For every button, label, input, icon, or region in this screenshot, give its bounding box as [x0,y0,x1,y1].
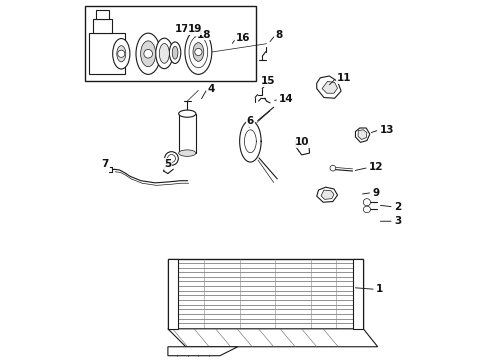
Circle shape [330,165,336,171]
Circle shape [144,49,152,58]
Text: 13: 13 [379,125,394,135]
Text: 6: 6 [247,116,254,126]
Polygon shape [322,81,338,93]
Ellipse shape [156,38,173,69]
Ellipse shape [136,33,160,75]
Text: 5: 5 [164,159,171,169]
Bar [89,33,125,74]
Bar [85,6,256,81]
Polygon shape [355,128,370,142]
Ellipse shape [141,41,156,67]
Text: 3: 3 [394,216,401,226]
Text: 10: 10 [295,138,310,147]
Polygon shape [321,190,334,199]
Text: 2: 2 [394,202,401,212]
Polygon shape [168,347,238,356]
Text: 15: 15 [261,76,276,86]
Polygon shape [317,76,341,98]
Text: 8: 8 [275,30,283,40]
Text: 11: 11 [337,73,351,83]
Text: 1: 1 [376,284,383,294]
Bar [353,259,364,329]
Bar [179,114,196,153]
Text: 9: 9 [372,188,379,198]
Polygon shape [295,138,310,155]
Ellipse shape [185,30,212,75]
Text: 16: 16 [236,33,250,43]
Text: 4: 4 [207,84,215,94]
Bar [96,10,109,19]
Text: 18: 18 [196,30,211,40]
Text: 17: 17 [175,24,190,35]
Ellipse shape [168,154,175,162]
Ellipse shape [159,44,170,63]
Polygon shape [317,187,338,202]
Ellipse shape [179,110,196,117]
Circle shape [118,50,125,57]
Circle shape [195,48,202,55]
Bar [93,19,112,33]
Bar [168,259,364,329]
Ellipse shape [364,206,370,213]
Ellipse shape [113,39,130,69]
Polygon shape [168,329,378,347]
Ellipse shape [193,42,204,61]
Ellipse shape [172,46,178,59]
Text: 14: 14 [279,94,294,104]
Text: 19: 19 [188,24,202,35]
Text: 7: 7 [101,159,109,169]
Ellipse shape [179,150,196,156]
Text: 12: 12 [368,162,383,172]
Bar [168,259,178,329]
Ellipse shape [170,42,181,63]
Ellipse shape [189,36,208,68]
Polygon shape [358,130,367,139]
Ellipse shape [117,46,126,62]
Ellipse shape [364,199,370,206]
Ellipse shape [165,152,178,165]
